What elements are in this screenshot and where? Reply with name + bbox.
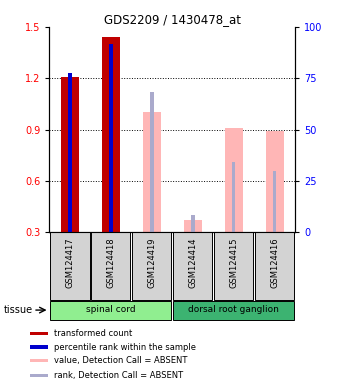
Bar xyxy=(225,128,242,232)
FancyBboxPatch shape xyxy=(50,232,90,300)
Text: transformed count: transformed count xyxy=(54,329,132,338)
Bar xyxy=(109,44,113,232)
Text: GSM124418: GSM124418 xyxy=(106,237,115,288)
Text: rank, Detection Call = ABSENT: rank, Detection Call = ABSENT xyxy=(54,371,183,380)
FancyBboxPatch shape xyxy=(91,232,131,300)
FancyBboxPatch shape xyxy=(173,232,212,300)
Text: percentile rank within the sample: percentile rank within the sample xyxy=(54,343,196,352)
Bar xyxy=(266,131,283,232)
Text: tissue: tissue xyxy=(3,305,32,315)
Text: GSM124414: GSM124414 xyxy=(188,237,197,288)
FancyBboxPatch shape xyxy=(50,301,172,319)
Bar xyxy=(150,92,153,232)
Text: GSM124419: GSM124419 xyxy=(147,237,156,288)
Bar xyxy=(191,215,194,232)
Bar xyxy=(232,162,235,232)
Bar xyxy=(30,346,47,349)
Text: dorsal root ganglion: dorsal root ganglion xyxy=(188,305,279,314)
FancyBboxPatch shape xyxy=(255,232,294,300)
Bar xyxy=(30,374,47,377)
Text: value, Detection Call = ABSENT: value, Detection Call = ABSENT xyxy=(54,356,187,365)
Bar xyxy=(184,220,202,232)
FancyBboxPatch shape xyxy=(173,301,294,319)
Bar xyxy=(273,170,276,232)
Text: GSM124417: GSM124417 xyxy=(65,237,74,288)
Bar xyxy=(30,359,47,362)
Text: GSM124415: GSM124415 xyxy=(229,237,238,288)
Text: GSM124416: GSM124416 xyxy=(270,237,279,288)
Bar xyxy=(30,332,47,335)
Bar xyxy=(102,37,120,232)
Bar xyxy=(61,76,79,232)
Bar xyxy=(68,73,72,232)
Bar xyxy=(143,113,161,232)
Title: GDS2209 / 1430478_at: GDS2209 / 1430478_at xyxy=(104,13,241,26)
FancyBboxPatch shape xyxy=(214,232,253,300)
FancyBboxPatch shape xyxy=(132,232,172,300)
Text: spinal cord: spinal cord xyxy=(86,305,136,314)
